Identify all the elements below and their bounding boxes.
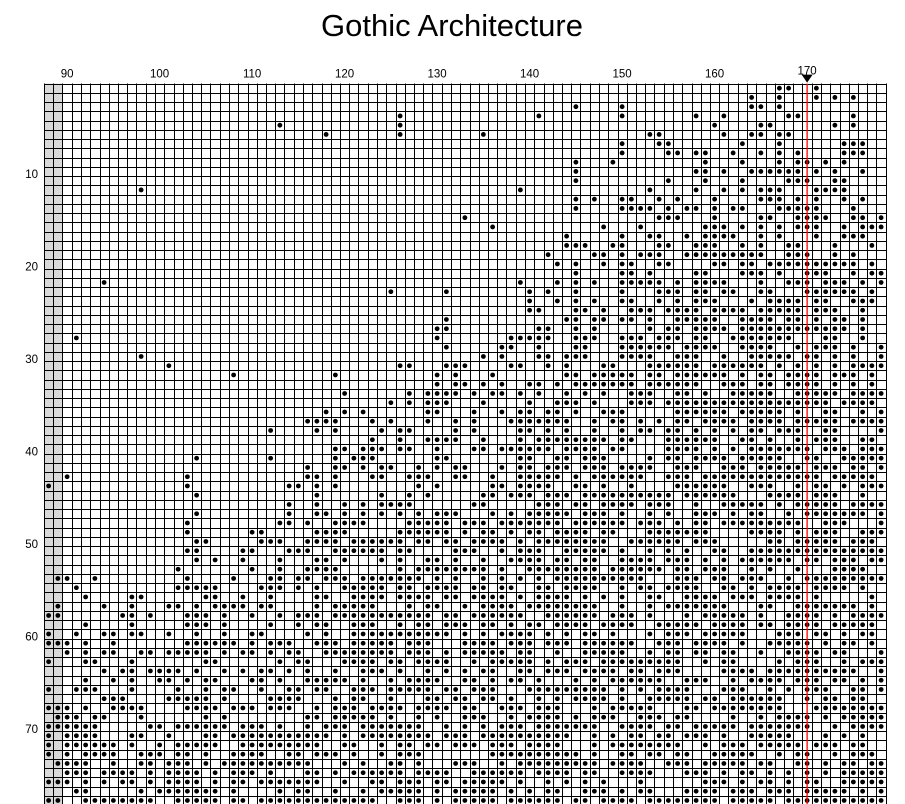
svg-text:30: 30: [25, 354, 38, 366]
svg-text:120: 120: [335, 69, 354, 81]
svg-text:110: 110: [243, 69, 261, 81]
svg-text:100: 100: [150, 69, 169, 81]
svg-text:40: 40: [25, 447, 38, 459]
svg-text:70: 70: [25, 724, 38, 736]
svg-text:160: 160: [705, 69, 724, 81]
svg-text:50: 50: [25, 539, 38, 551]
svg-text:150: 150: [613, 69, 632, 81]
svg-text:90: 90: [61, 69, 74, 81]
svg-text:20: 20: [25, 262, 38, 274]
svg-text:140: 140: [520, 69, 539, 81]
svg-text:Gothic Architecture: Gothic Architecture: [321, 8, 583, 43]
svg-text:60: 60: [25, 632, 38, 644]
svg-text:10: 10: [25, 169, 38, 181]
svg-text:170: 170: [798, 66, 817, 78]
svg-text:130: 130: [428, 69, 447, 81]
